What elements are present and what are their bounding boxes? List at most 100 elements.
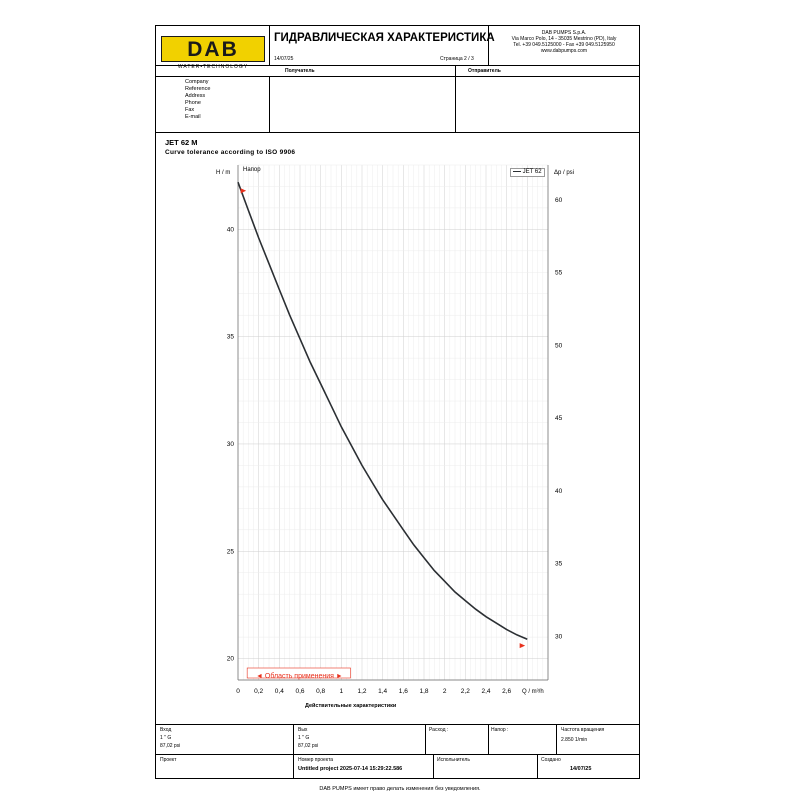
contact-field-label: Address bbox=[185, 93, 206, 99]
divider bbox=[269, 76, 270, 132]
operating-point-marker bbox=[519, 643, 526, 649]
divider bbox=[425, 724, 426, 754]
outlet-block: Вых 1 " G 87,02 psi bbox=[298, 727, 318, 749]
speed-value: 2.850 1/min bbox=[561, 737, 588, 743]
document-date: 14/07/25 bbox=[274, 56, 294, 62]
application-range-box bbox=[246, 667, 351, 679]
x-tick-label: 1,6 bbox=[399, 688, 408, 695]
author-label: Испольнитель bbox=[437, 757, 470, 763]
x-tick-label: 1 bbox=[340, 688, 344, 695]
company-line: DAB PUMPS S.p.A. bbox=[541, 30, 587, 36]
y-right-tick-label: 35 bbox=[555, 561, 563, 568]
divider bbox=[155, 76, 640, 77]
project-label: Проект bbox=[160, 757, 177, 763]
contact-field-label: E-mail bbox=[185, 114, 201, 120]
operating-point-marker bbox=[240, 188, 247, 194]
y-right-tick-label: 45 bbox=[555, 415, 563, 422]
x-tick-label: 2 bbox=[443, 688, 447, 695]
contact-field-label: Phone bbox=[185, 100, 201, 106]
divider bbox=[433, 754, 434, 779]
application-range-text: Область применения bbox=[264, 673, 334, 680]
chart-legend: JET 62 bbox=[510, 168, 545, 177]
y-right-tick-label: 55 bbox=[555, 270, 563, 277]
page-number: Страница 2 / 3 bbox=[440, 56, 474, 62]
document-title: ГИДРАВЛИЧЕСКАЯ ХАРАКТЕРИСТИКА bbox=[274, 32, 495, 44]
y-right-tick-label: 50 bbox=[555, 342, 563, 349]
divider bbox=[155, 65, 640, 66]
company-address: DAB PUMPS S.p.A. Via Marco Polo, 14 - 35… bbox=[490, 30, 638, 54]
x-tick-label: 0,2 bbox=[254, 688, 263, 695]
created-label: Создано bbox=[541, 757, 561, 763]
inlet-block: Вход 1 " G 87,02 psi bbox=[160, 727, 180, 749]
project-number-label: Номер проекта bbox=[298, 757, 334, 763]
divider bbox=[455, 65, 456, 132]
curve-tolerance: Curve tolerance according to ISO 9906 bbox=[165, 149, 296, 156]
x-tick-label: 2,4 bbox=[481, 688, 490, 695]
x-tick-label: 1,4 bbox=[378, 688, 387, 695]
divider bbox=[488, 724, 489, 754]
legend-label: JET 62 bbox=[522, 169, 542, 175]
x-tick-label: 2,2 bbox=[461, 688, 470, 695]
y-left-tick-label: 25 bbox=[227, 548, 235, 555]
curve-label: Напор bbox=[243, 167, 261, 173]
sender-label: Отправитель bbox=[468, 68, 501, 74]
y-right-tick-label: 30 bbox=[555, 633, 563, 640]
contact-fields: Company Reference Address Phone Fax E-ma… bbox=[185, 79, 210, 121]
x-tick-label: 0,8 bbox=[316, 688, 325, 695]
speed-label: Частота вращения bbox=[561, 727, 605, 733]
x-axis-title: Действительные характеристики bbox=[305, 703, 397, 709]
y-right-tick-label: 40 bbox=[555, 488, 563, 495]
y-left-tick-label: 35 bbox=[227, 334, 235, 341]
chart-grid bbox=[237, 164, 549, 681]
divider bbox=[537, 754, 538, 779]
y-axis-left-label: H / m bbox=[216, 170, 231, 176]
divider bbox=[488, 25, 489, 65]
divider bbox=[155, 132, 640, 133]
x-tick-label: 2,6 bbox=[502, 688, 511, 695]
y-right-tick-label: 60 bbox=[555, 197, 563, 204]
chart-ticks: 0 0,2 0,4 0,6 0,8 1 1,2 1,4 1,6 1,8 2 2,2 2,4 2,6 20 25… bbox=[227, 197, 563, 695]
recipient-label: Получатель bbox=[285, 68, 315, 74]
flow-label: Расход : bbox=[429, 727, 449, 733]
company-line: Via Marco Polo, 14 - 35035 Mestrino (PD)… bbox=[511, 36, 617, 42]
outlet-label: Вых bbox=[298, 727, 308, 733]
inlet-label: Вход bbox=[160, 727, 172, 733]
x-tick-label: 1,8 bbox=[419, 688, 428, 695]
x-axis-label: Q / m³/h bbox=[522, 689, 544, 695]
divider bbox=[155, 724, 640, 725]
footer-note: DAB PUMPS имеет право делать изменения б… bbox=[319, 786, 481, 792]
divider bbox=[556, 724, 557, 754]
dab-logo: DAB bbox=[161, 36, 265, 62]
head-label: Напор : bbox=[491, 727, 509, 733]
x-tick-label: 0,4 bbox=[275, 688, 284, 695]
created-value: 14/07/25 bbox=[570, 766, 592, 772]
logo-text: DAB bbox=[187, 38, 239, 61]
pump-curve-chart: 0 0,2 0,4 0,6 0,8 1 1,2 1,4 1,6 1,8 2 2,2 2,4 2,6 20 25… bbox=[227, 164, 563, 695]
x-tick-label: 0,6 bbox=[295, 688, 304, 695]
application-range-label: ◄ Область применения ► bbox=[256, 673, 343, 680]
logo-subtitle: WATER•TECHNOLOGY bbox=[177, 64, 249, 70]
speed-block: Частота вращения 2.850 1/min bbox=[561, 727, 604, 743]
company-line: www.dabpumps.com bbox=[540, 48, 588, 54]
chart-axes bbox=[237, 165, 549, 681]
inlet-pressure: 87,02 psi bbox=[160, 743, 181, 749]
y-axis-right-label: Δp / psi bbox=[554, 170, 575, 176]
outlet-size: 1 " G bbox=[298, 735, 310, 741]
product-model: JET 62 M bbox=[165, 138, 198, 147]
inlet-size: 1 " G bbox=[160, 735, 172, 741]
outlet-pressure: 87,02 psi bbox=[298, 743, 319, 749]
contact-field-label: Reference bbox=[185, 86, 211, 92]
y-left-tick-label: 30 bbox=[227, 441, 235, 448]
contact-field-label: Fax bbox=[185, 107, 195, 113]
chart-series bbox=[237, 181, 528, 640]
chart-markers bbox=[240, 188, 526, 679]
contact-field-label: Company bbox=[185, 79, 209, 85]
series-line-jet-62 bbox=[237, 181, 528, 640]
y-left-tick-label: 40 bbox=[227, 226, 235, 233]
y-left-tick-label: 20 bbox=[227, 656, 235, 663]
divider bbox=[155, 754, 640, 755]
x-tick-label: 0 bbox=[236, 688, 240, 695]
divider bbox=[269, 25, 270, 65]
x-tick-label: 1,2 bbox=[357, 688, 366, 695]
company-line: Tel. +39 049.5125000 - Fax +39 049.51259… bbox=[513, 42, 615, 48]
